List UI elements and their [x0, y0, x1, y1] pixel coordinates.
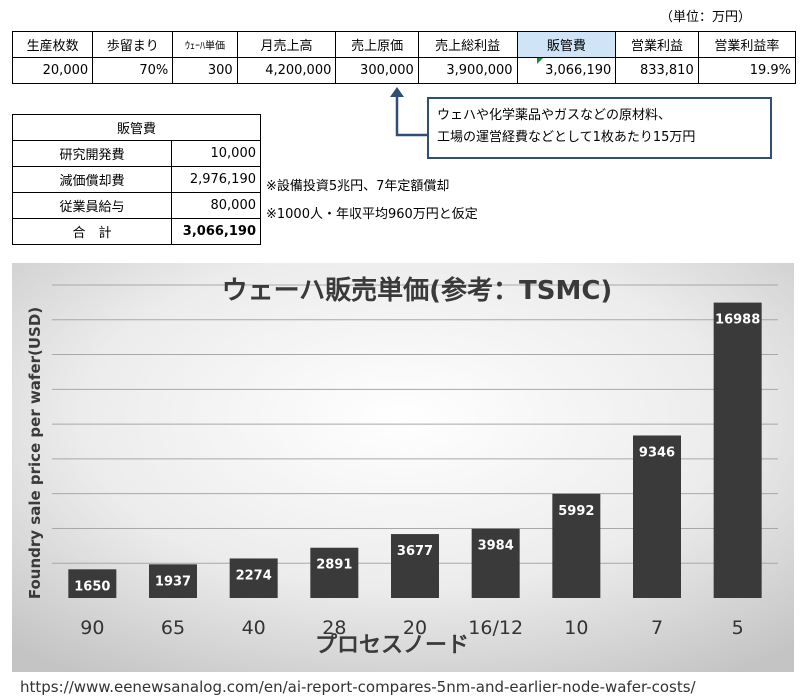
x-tick-label: 20	[403, 617, 427, 639]
x-tick-label: 16/12	[468, 617, 523, 639]
x-tick-label: 5	[732, 617, 744, 639]
row-label-salary: 従業員給与	[12, 192, 172, 219]
header-wafer-price: ｳｪｰﾊ単価	[172, 31, 238, 58]
header-production: 生産枚数	[11, 31, 94, 58]
chart-svg: 1650 1937 2274 2891 3677 3984 5992 9346 16988 90…	[12, 263, 794, 672]
bar-value-label: 9346	[639, 445, 675, 460]
header-operating-margin: 営業利益率	[697, 31, 797, 58]
source-url[interactable]: https://www.eenewsanalog.com/en/ai-repor…	[20, 678, 696, 696]
chart-title: ウェーハ販売単価(参考：TSMC)	[222, 275, 613, 306]
bar-value-label: 16988	[715, 313, 760, 328]
cell-comment-marker	[537, 58, 543, 64]
value-operating-profit[interactable]: 833,810	[615, 57, 699, 84]
x-tick-label: 90	[80, 617, 104, 639]
header-gross-profit: 売上総利益	[417, 31, 518, 58]
revenue-table: 生産枚数 歩留まり ｳｪｰﾊ単価 月売上高 売上原価 売上総利益 販管費 営業利…	[11, 31, 797, 84]
value-gross-profit[interactable]: 3,900,000	[417, 57, 518, 84]
bar-20	[391, 534, 439, 598]
unit-label: （単位：万円）	[660, 10, 752, 25]
value-cost-of-sales[interactable]: 300,000	[335, 57, 419, 84]
bar-value-label: 1650	[74, 579, 110, 594]
header-operating-profit: 営業利益	[615, 31, 699, 58]
price-chart: 1650 1937 2274 2891 3677 3984 5992 9346 16988 90…	[12, 263, 794, 672]
bar-7	[633, 435, 681, 598]
value-operating-margin[interactable]: 19.9%	[697, 57, 797, 84]
value-production[interactable]: 20,000	[11, 57, 94, 84]
bar-90	[68, 569, 117, 598]
value-monthly-sales[interactable]: 4,200,000	[236, 57, 337, 84]
y-axis-label: Foundry sale price per wafer(USD)	[26, 307, 44, 599]
note-depreciation: ※設備投資5兆円、7年定額償却	[266, 179, 450, 194]
bar-value-label: 5992	[558, 504, 594, 519]
bar-16-12	[471, 528, 520, 598]
x-tick-label: 40	[242, 617, 266, 639]
cost-callout: ウェハや化学薬品やガスなどの原材料、 工場の運営経費などとして1枚あたり15万円	[427, 97, 772, 159]
x-tick-label: 28	[322, 617, 346, 639]
header-yield: 歩留まり	[92, 31, 174, 58]
header-cost-of-sales: 売上原価	[335, 31, 419, 58]
x-tick-label: 10	[564, 617, 588, 639]
header-sga: 販管費	[516, 31, 617, 58]
row-value-salary[interactable]: 80,000	[171, 192, 261, 219]
callout-arrow	[390, 87, 427, 137]
bar-value-label: 1937	[155, 574, 191, 589]
bar-40	[229, 558, 278, 598]
row-label-rnd: 研究開発費	[12, 140, 172, 167]
value-wafer-price[interactable]: 300	[172, 57, 238, 84]
row-label-total: 合 計	[12, 218, 172, 245]
bar-65	[149, 564, 197, 598]
row-value-total[interactable]: 3,066,190	[171, 218, 261, 245]
bar-value-label: 3984	[478, 539, 514, 554]
row-value-depreciation[interactable]: 2,976,190	[171, 166, 261, 193]
bar-28	[310, 547, 359, 598]
note-salary: ※1000人・年収平均960万円と仮定	[266, 207, 478, 222]
bar-value-label: 2274	[236, 568, 272, 583]
sga-table-title: 販管費	[12, 114, 261, 141]
value-sga[interactable]: 3,066,190	[516, 57, 617, 84]
callout-line-1: ウェハや化学薬品やガスなどの原材料、	[437, 108, 672, 123]
x-tick-label: 7	[651, 617, 663, 639]
x-tick-label: 65	[161, 617, 185, 639]
sga-breakdown-table: 販管費 研究開発費 10,000 減価償却費 2,976,190 従業員給与 8…	[12, 114, 261, 245]
callout-line-2: 工場の運営経費などとして1枚あたり15万円	[437, 130, 696, 145]
bar-value-label: 2891	[316, 558, 352, 573]
bar-value-label: 3677	[397, 544, 433, 559]
row-value-rnd[interactable]: 10,000	[171, 140, 261, 167]
bar-5	[713, 302, 762, 598]
row-label-depreciation: 減価償却費	[12, 166, 172, 193]
x-axis-label: プロセスノード	[315, 633, 469, 658]
value-yield[interactable]: 70%	[92, 57, 174, 84]
header-monthly-sales: 月売上高	[236, 31, 337, 58]
bar-10	[552, 493, 601, 598]
